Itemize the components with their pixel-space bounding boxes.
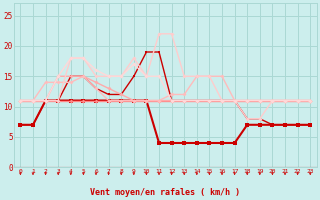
X-axis label: Vent moyen/en rafales ( km/h ): Vent moyen/en rafales ( km/h ) (90, 188, 240, 197)
